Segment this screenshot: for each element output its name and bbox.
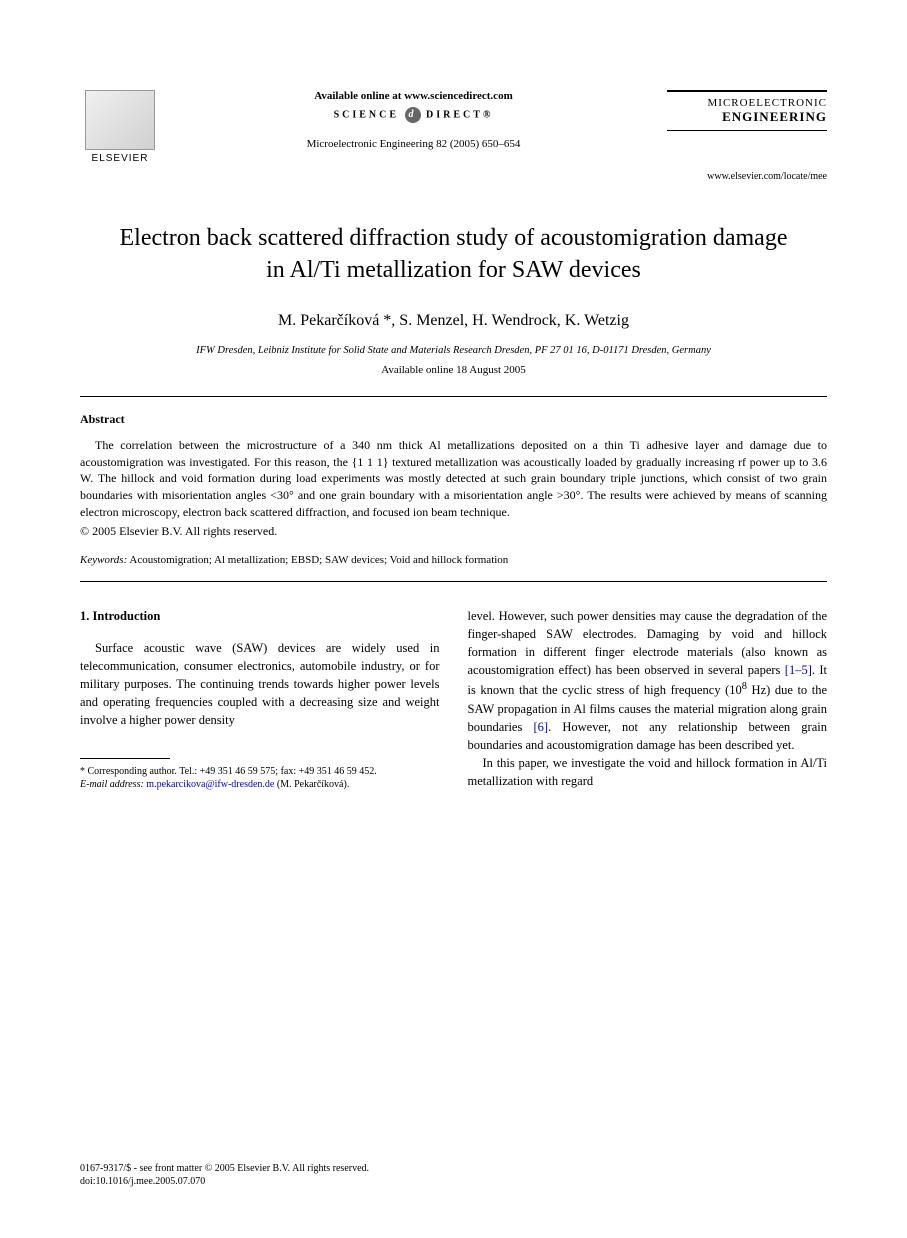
email-label: E-mail address: bbox=[80, 779, 144, 790]
intro-paragraph-1: Surface acoustic wave (SAW) devices are … bbox=[80, 639, 440, 730]
authors: M. Pekarčíková *, S. Menzel, H. Wendrock… bbox=[80, 312, 827, 330]
journal-reference: Microelectronic Engineering 82 (2005) 65… bbox=[180, 138, 647, 150]
divider-top bbox=[80, 396, 827, 397]
publisher-name: ELSEVIER bbox=[92, 153, 149, 164]
email-link[interactable]: m.pekarcikova@ifw-dresden.de bbox=[146, 779, 274, 790]
available-online-text: Available online at www.sciencedirect.co… bbox=[180, 90, 647, 102]
science-direct-icon: d bbox=[405, 107, 421, 123]
journal-name-line-1: MICROELECTRONIC bbox=[667, 97, 827, 109]
intro-paragraph-1-cont: level. However, such power densities may… bbox=[468, 607, 828, 754]
elsevier-tree-icon bbox=[85, 90, 155, 150]
publisher-logo: ELSEVIER bbox=[80, 90, 160, 175]
journal-url: www.elsevier.com/locate/mee bbox=[667, 171, 827, 182]
email-author-name: (M. Pekarčíková). bbox=[277, 779, 349, 790]
keywords-label: Keywords: bbox=[80, 554, 127, 566]
science-direct-logo: SCIENCE d DIRECT® bbox=[180, 107, 647, 123]
article-title: Electron back scattered diffraction stud… bbox=[110, 222, 797, 287]
journal-name-line-2: ENGINEERING bbox=[667, 109, 827, 125]
date-available-online: Available online 18 August 2005 bbox=[80, 364, 827, 376]
abstract-text: The correlation between the microstructu… bbox=[80, 437, 827, 521]
footer-front-matter: 0167-9317/$ - see front matter © 2005 El… bbox=[80, 1162, 369, 1175]
corresponding-author-footnote: * Corresponding author. Tel.: +49 351 46… bbox=[80, 765, 440, 779]
reference-link-6[interactable]: [6] bbox=[534, 720, 549, 734]
column-left: 1. Introduction Surface acoustic wave (S… bbox=[80, 607, 440, 792]
header-row: ELSEVIER Available online at www.science… bbox=[80, 90, 827, 182]
science-direct-text-1: SCIENCE bbox=[334, 109, 399, 120]
divider-bottom bbox=[80, 581, 827, 582]
intro-paragraph-2: In this paper, we investigate the void a… bbox=[468, 754, 828, 790]
right-header: MICROELECTRONIC ENGINEERING www.elsevier… bbox=[667, 90, 827, 182]
abstract-copyright: © 2005 Elsevier B.V. All rights reserved… bbox=[80, 524, 827, 539]
email-footnote: E-mail address: m.pekarcikova@ifw-dresde… bbox=[80, 778, 440, 792]
footer-doi: doi:10.1016/j.mee.2005.07.070 bbox=[80, 1175, 369, 1188]
center-header: Available online at www.sciencedirect.co… bbox=[160, 90, 667, 150]
affiliation: IFW Dresden, Leibniz Institute for Solid… bbox=[80, 345, 827, 356]
keywords: Keywords: Acoustomigration; Al metalliza… bbox=[80, 554, 827, 566]
keywords-text: Acoustomigration; Al metallization; EBSD… bbox=[129, 554, 508, 566]
intro-text-a: level. However, such power densities may… bbox=[468, 609, 828, 677]
column-right: level. However, such power densities may… bbox=[468, 607, 828, 792]
section-1-heading: 1. Introduction bbox=[80, 607, 440, 625]
page-footer: 0167-9317/$ - see front matter © 2005 El… bbox=[80, 1162, 369, 1188]
reference-link-1-5[interactable]: [1–5] bbox=[785, 663, 812, 677]
science-direct-text-2: DIRECT® bbox=[426, 109, 493, 120]
footnote-separator bbox=[80, 758, 170, 759]
journal-name-box: MICROELECTRONIC ENGINEERING bbox=[667, 90, 827, 131]
abstract-heading: Abstract bbox=[80, 412, 827, 427]
body-columns: 1. Introduction Surface acoustic wave (S… bbox=[80, 607, 827, 792]
